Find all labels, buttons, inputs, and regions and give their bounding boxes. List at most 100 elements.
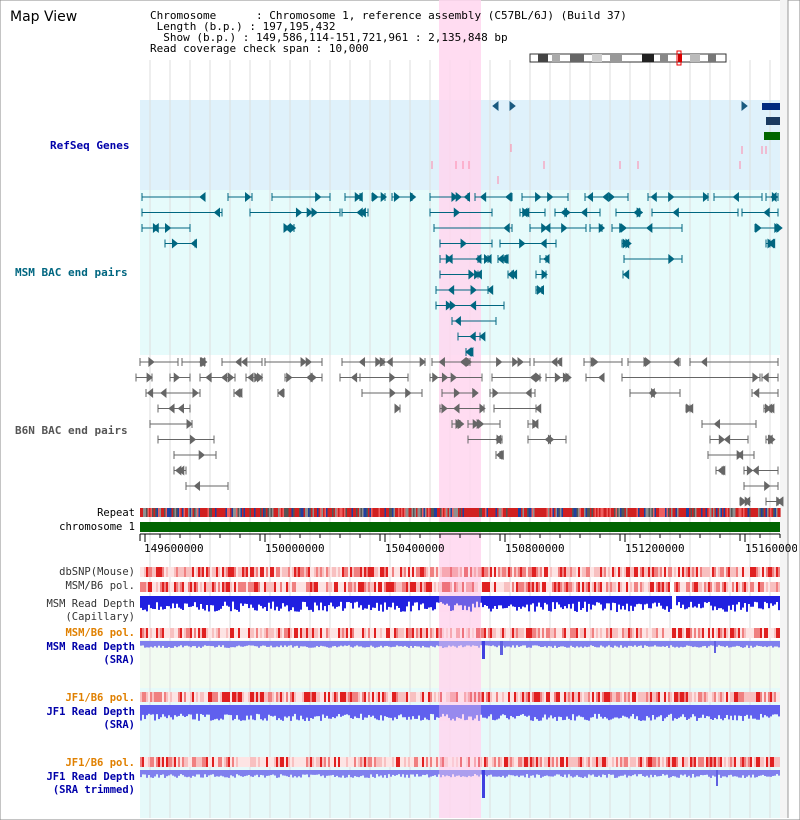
jf1-depth-sra: [206, 705, 208, 715]
repeat-mark: [324, 508, 327, 517]
jf1-b6-pol-trim-heat: [280, 757, 282, 767]
jf1-depth-sra: [596, 705, 598, 719]
repeat-mark: [314, 508, 316, 517]
jf1-b6-pol-heat: [458, 692, 460, 702]
jf1-depth-trim: [646, 770, 648, 776]
jf1-depth-trim: [546, 770, 548, 776]
msm-bac-track-label[interactable]: MSM BAC end pairs: [15, 266, 128, 279]
jf1-b6-pol-heat: [510, 692, 512, 702]
msm-b6-pol-sra-heat: [240, 628, 242, 638]
msm-depth-capillary: [282, 596, 284, 604]
jf1-b6-pol-heat: [584, 692, 586, 702]
jf1-b6-pol-heat: [536, 692, 538, 702]
msm-depth-sra: [694, 641, 696, 647]
jf1-b6-pol-heat: [364, 692, 366, 702]
repeat-mark: [218, 508, 220, 517]
msm-depth-sra: [734, 641, 736, 647]
jf1-depth-sra: [512, 705, 514, 718]
jf1-depth-trim: [656, 770, 658, 777]
msm-b6-pol-heat: [172, 582, 174, 592]
jf1-b6-pol-trim-heat: [428, 757, 430, 767]
msm-depth-sra: [356, 641, 358, 646]
msm-depth-capillary: [358, 596, 360, 608]
jf1-b6-pol-heat: [196, 692, 198, 702]
msm-b6-pol-heat: [424, 582, 426, 592]
jf1-b6-pol-label: JF1/B6 pol.: [65, 692, 135, 704]
dbsnp-heat: [562, 567, 564, 577]
msm-b6-pol-heat: [230, 582, 232, 592]
jf1-depth-trim: [642, 770, 644, 776]
msm-b6-pol-sra-heat: [692, 628, 694, 638]
jf1-depth-sra: [672, 705, 674, 721]
jf1-depth-trim: [620, 770, 622, 776]
msm-b6-pol-heat: [620, 582, 622, 592]
msm-bac-arrow: [541, 222, 548, 234]
msm-b6-pol-sra-heat: [252, 628, 254, 638]
jf1-b6-pol-trim-heat: [652, 757, 654, 767]
msm-depth-capillary: [226, 596, 228, 606]
jf1-depth-trim: [730, 770, 732, 775]
jf1-b6-pol-heat: [666, 692, 668, 702]
msm-b6-pol-heat: [494, 582, 496, 592]
dbsnp-heat: [744, 567, 746, 577]
dbsnp-heat: [600, 567, 602, 577]
jf1-b6-pol-heat: [552, 692, 554, 702]
gene-arrow: [492, 100, 499, 112]
jf1-depth-sra: [192, 705, 194, 720]
dbsnp-heat: [604, 567, 606, 577]
msm-b6-pol-heat: [276, 582, 278, 592]
b6n-bac-arrow: [532, 418, 539, 430]
repeat-mark: [459, 508, 462, 517]
jf1-depth-sra: [230, 705, 232, 716]
repeat-mark: [440, 508, 442, 517]
msm-depth-sra: [584, 641, 586, 647]
jf1-depth-trim: [558, 770, 560, 775]
msm-b6-pol-heat: [168, 582, 170, 592]
msm-depth-capillary: [698, 596, 700, 604]
b6n-bac-arrow: [777, 496, 784, 507]
repeat-mark: [621, 508, 624, 517]
msm-depth-capillary: [366, 596, 368, 609]
msm-depth-sra: [630, 641, 632, 646]
msm-depth-capillary: [432, 596, 434, 611]
jf1-b6-pol-heat: [328, 692, 330, 702]
jf1-depth-trim: [222, 770, 224, 777]
jf1-b6-pol-heat: [224, 692, 226, 702]
refseq-track-label[interactable]: RefSeq Genes: [50, 139, 130, 152]
msm-b6-pol-sra-heat: [178, 628, 180, 638]
msm-depth-sra: [436, 641, 438, 646]
msm-depth-capillary: [710, 596, 712, 606]
repeat-mark: [327, 508, 330, 517]
repeat-mark: [656, 508, 658, 517]
jf1-b6-pol-trim-heat: [378, 757, 380, 767]
dbsnp-heat: [686, 567, 688, 577]
dbsnp-heat: [388, 567, 390, 577]
repeat-mark: [770, 508, 772, 517]
jf1-depth-trim: [614, 770, 616, 778]
b6n-bac-arrow: [746, 465, 754, 476]
jf1-depth-sra: [252, 705, 254, 720]
repeat-mark: [657, 508, 660, 517]
msm-bac-arrow: [479, 191, 487, 203]
jf1-depth-sra: [166, 705, 168, 719]
dbsnp-heat: [230, 567, 232, 577]
repeat-mark: [264, 508, 267, 517]
dbsnp-heat: [172, 567, 174, 577]
jf1-b6-pol-heat: [226, 692, 228, 702]
msm-depth-sra: [498, 641, 500, 646]
jf1-depth-sra: [290, 705, 292, 721]
msm-b6-pol-heat: [324, 582, 326, 592]
dbsnp-heat: [612, 567, 614, 577]
jf1-b6-pol-trim-heat: [406, 757, 408, 767]
msm-depth-capillary: [260, 596, 262, 606]
msm-depth-capillary: [356, 596, 358, 602]
jf1-depth-sra: [254, 705, 256, 721]
dbsnp-heat: [638, 567, 640, 577]
dbsnp-heat: [540, 567, 542, 577]
b6n-bac-track-label[interactable]: B6N BAC end pairs: [15, 424, 128, 437]
msm-b6-pol-heat: [684, 582, 686, 592]
msm-depth-sra: [422, 641, 424, 646]
dbsnp-heat: [432, 567, 434, 577]
jf1-b6-pol-heat: [760, 692, 762, 702]
